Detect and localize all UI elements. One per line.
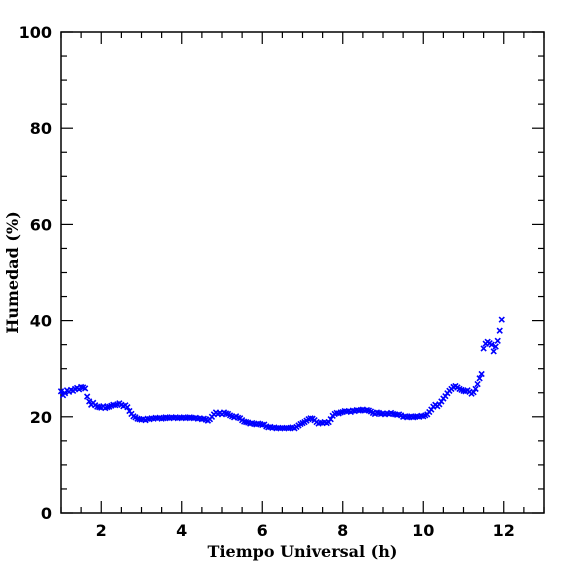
data-point (476, 375, 483, 382)
data-point (57, 388, 65, 395)
axis-ticks (60, 31, 545, 514)
x-axis-label: Tiempo Universal (h) (208, 542, 398, 561)
y-tick-label: 80 (30, 119, 52, 138)
x-tick-label: 10 (412, 521, 434, 540)
y-axis-label: Humedad (%) (3, 211, 22, 334)
plot-frame (60, 31, 545, 514)
data-point (83, 393, 91, 400)
data-point (474, 380, 481, 388)
data-point (81, 385, 89, 392)
x-tick-label: 4 (176, 521, 187, 540)
data-point (490, 348, 497, 355)
data-point (492, 343, 499, 350)
y-tick-label: 40 (30, 312, 52, 331)
data-point (472, 385, 479, 393)
data-point (488, 341, 495, 348)
data-points (57, 316, 505, 432)
y-tick-label: 20 (30, 408, 52, 427)
data-point (494, 337, 501, 344)
data-point (470, 389, 477, 396)
y-tick-label: 60 (30, 215, 52, 234)
x-tick-label: 6 (257, 521, 268, 540)
data-point (86, 398, 93, 405)
x-tick-label: 12 (493, 521, 515, 540)
data-point (327, 416, 334, 423)
y-tick-label: 0 (41, 504, 52, 523)
y-tick-label: 100 (19, 23, 52, 42)
x-tick-label: 2 (96, 521, 107, 540)
data-point (124, 404, 131, 411)
data-point (498, 316, 505, 323)
data-point (478, 370, 485, 378)
data-point (480, 345, 487, 352)
tick-labels: 2 4 6 8 10 12 0 20 40 60 80 100 (19, 23, 515, 540)
data-point (496, 327, 503, 334)
x-tick-label: 8 (337, 521, 348, 540)
